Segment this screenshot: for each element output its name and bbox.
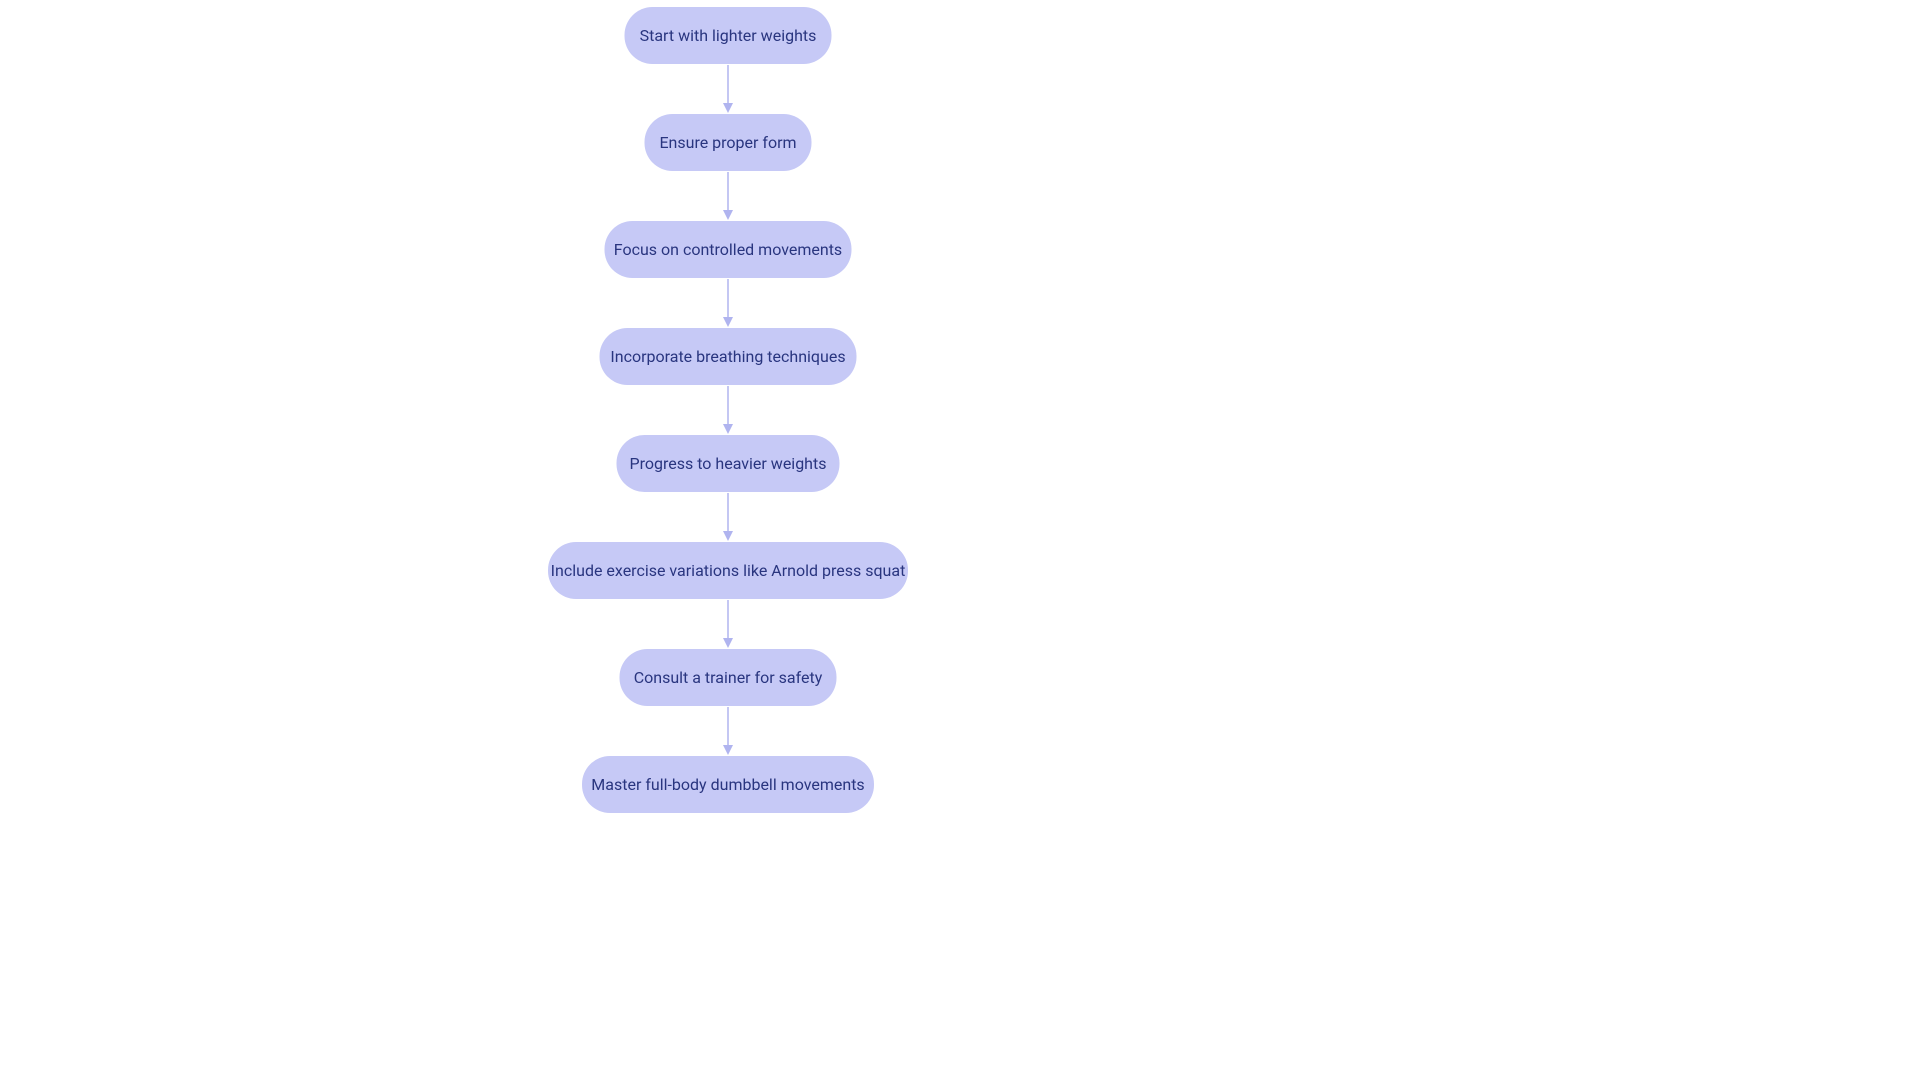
flowchart-edge — [721, 386, 735, 434]
flowchart-edge — [721, 279, 735, 327]
flowchart-node: Ensure proper form — [645, 114, 812, 171]
flowchart-node: Incorporate breathing techniques — [600, 328, 857, 385]
flowchart-node: Master full-body dumbbell movements — [582, 756, 874, 813]
node-label: Consult a trainer for safety — [634, 668, 823, 687]
flowchart-node: Focus on controlled movements — [605, 221, 852, 278]
flowchart-edge — [721, 172, 735, 220]
node-label: Progress to heavier weights — [630, 454, 827, 473]
flowchart-edge — [721, 600, 735, 648]
node-label: Include exercise variations like Arnold … — [551, 561, 906, 580]
node-label: Ensure proper form — [659, 133, 796, 152]
flowchart-edge — [721, 65, 735, 113]
flowchart-node: Include exercise variations like Arnold … — [548, 542, 908, 599]
flowchart-node: Progress to heavier weights — [617, 435, 840, 492]
node-label: Focus on controlled movements — [614, 240, 842, 259]
flowchart-node: Start with lighter weights — [625, 7, 832, 64]
node-label: Incorporate breathing techniques — [610, 347, 845, 366]
flowchart-edge — [721, 707, 735, 755]
node-label: Start with lighter weights — [640, 26, 817, 45]
flowchart-edge — [721, 493, 735, 541]
node-label: Master full-body dumbbell movements — [591, 775, 864, 794]
flowchart-container: Start with lighter weights Ensure proper … — [0, 0, 1920, 1080]
flowchart-node: Consult a trainer for safety — [620, 649, 837, 706]
